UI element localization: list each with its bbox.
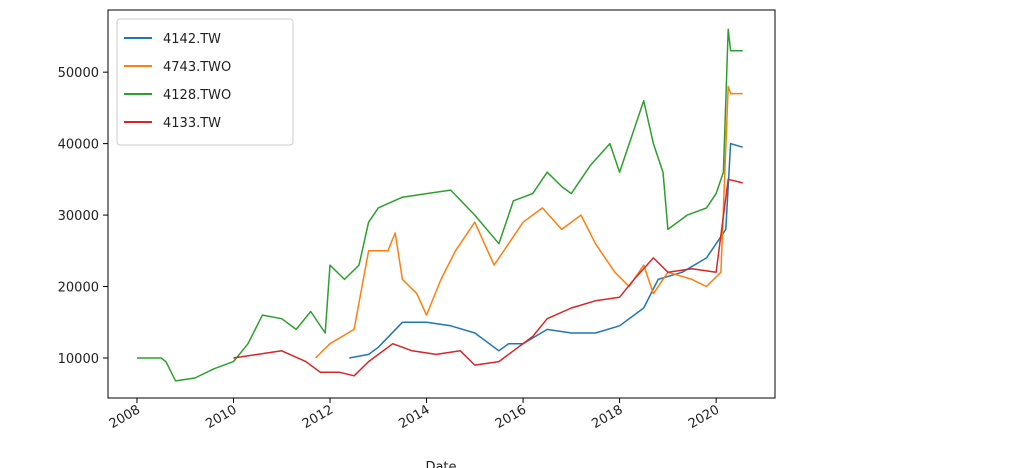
x-tick-label: 2010	[203, 402, 239, 432]
y-tick-label: 10000	[58, 352, 99, 367]
legend-label: 4133.TW	[163, 116, 221, 131]
x-axis-label: Date	[425, 460, 456, 468]
y-tick-label: 20000	[58, 281, 99, 296]
series-line	[314, 85, 743, 359]
x-tick-label: 2012	[300, 402, 336, 432]
plot-frame	[107, 9, 776, 399]
x-tick-label: 2018	[589, 402, 625, 432]
series-line	[349, 142, 743, 359]
legend-label: 4743.TWO	[163, 60, 231, 75]
y-tick-label: 30000	[58, 209, 99, 224]
legend-box	[116, 18, 294, 146]
y-tick-label: 40000	[58, 138, 99, 153]
legend-label: 4128.TWO	[163, 88, 231, 103]
legend-label: 4142.TW	[163, 32, 221, 47]
x-tick-label: 2014	[396, 402, 432, 432]
x-tick-label: 2020	[686, 402, 722, 432]
x-tick-label: 2016	[493, 402, 529, 432]
x-tick-label: 2008	[107, 402, 143, 432]
series-line	[137, 28, 743, 382]
y-tick-label: 50000	[58, 66, 99, 81]
series-line	[233, 178, 743, 377]
